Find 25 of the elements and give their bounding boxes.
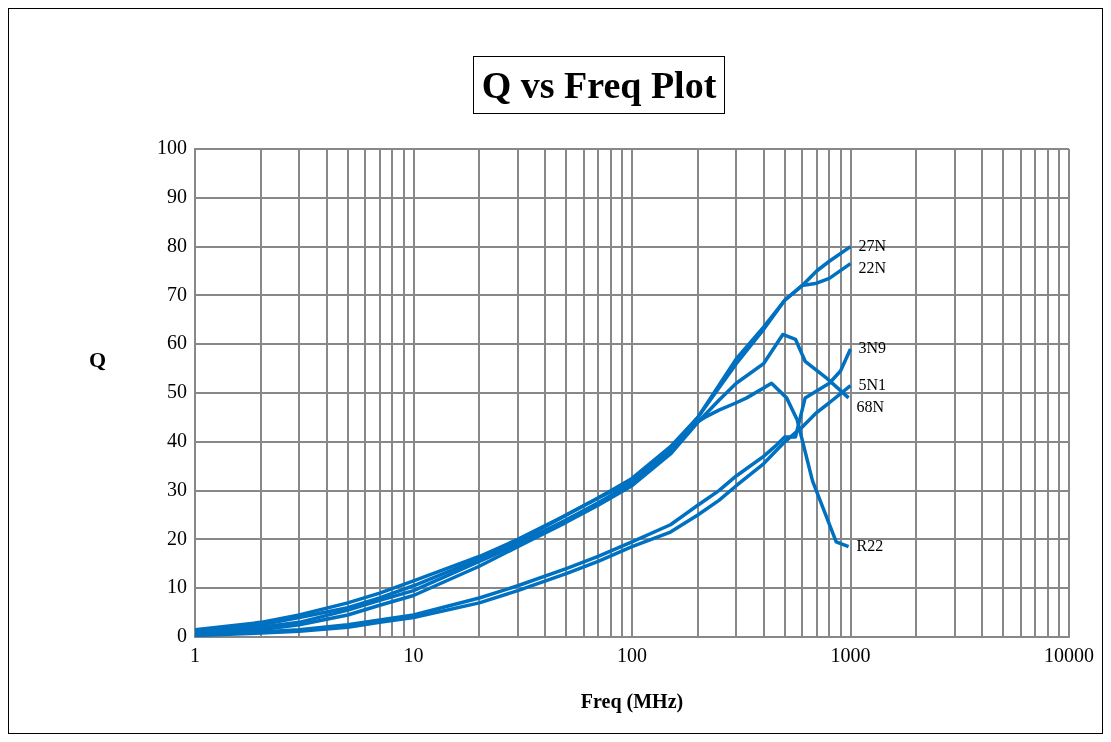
chart-title: Q vs Freq Plot bbox=[472, 56, 726, 114]
y-tick-label: 40 bbox=[167, 429, 187, 452]
y-axis-title: Q bbox=[89, 347, 107, 373]
y-tick-label: 100 bbox=[157, 136, 187, 159]
y-tick-label: 90 bbox=[167, 185, 187, 208]
y-tick-label: 70 bbox=[167, 282, 187, 305]
series-label: R22 bbox=[856, 536, 884, 554]
y-tick-label: 30 bbox=[167, 477, 187, 500]
x-axis-title: Freq (MHz) bbox=[580, 690, 684, 714]
series-label: 22N bbox=[858, 258, 887, 276]
x-tick-label: 10000 bbox=[1044, 644, 1094, 667]
y-tick-label: 0 bbox=[177, 624, 187, 647]
x-tick-label: 100 bbox=[617, 644, 647, 667]
x-tick-label: 1 bbox=[190, 644, 200, 667]
y-tick-label: 50 bbox=[167, 380, 187, 403]
series-label: 68N bbox=[856, 397, 885, 415]
x-tick-label: 1000 bbox=[830, 644, 871, 667]
y-tick-label: 20 bbox=[167, 526, 187, 549]
x-tick-label: 10 bbox=[403, 644, 424, 667]
series-label: 3N9 bbox=[858, 339, 887, 357]
y-tick-label: 10 bbox=[167, 575, 187, 598]
series-label: 27N bbox=[858, 236, 887, 254]
y-tick-label: 60 bbox=[167, 331, 187, 354]
y-tick-label: 80 bbox=[167, 233, 187, 256]
series-label: 5N1 bbox=[858, 375, 887, 393]
